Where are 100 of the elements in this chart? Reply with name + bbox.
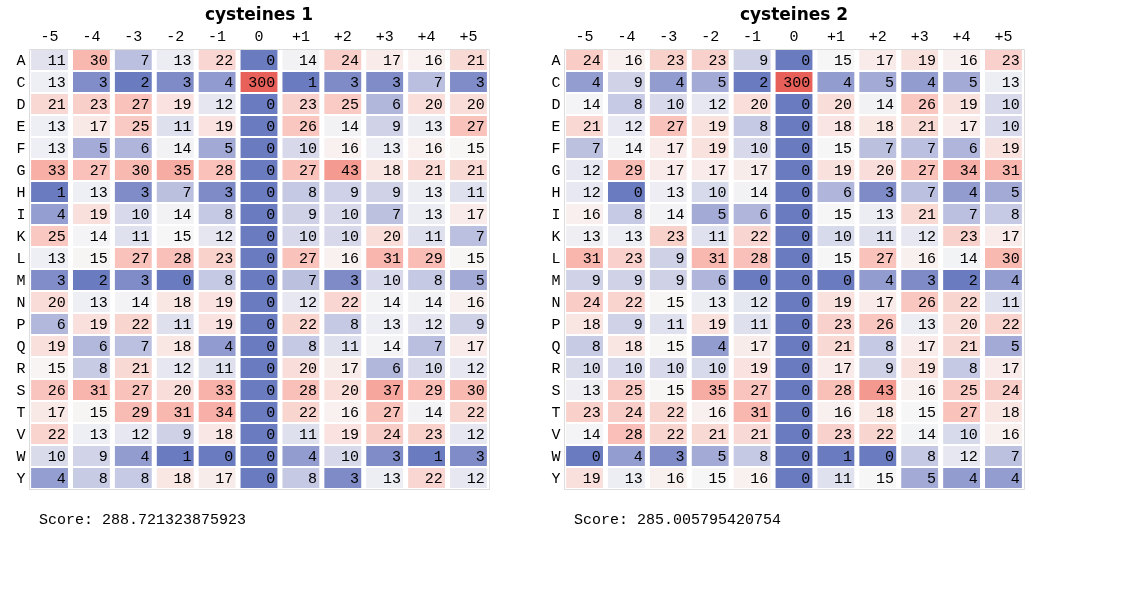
- data-label: 11: [173, 317, 192, 334]
- data-label: 3: [885, 185, 895, 202]
- data-label: 4: [1010, 273, 1020, 290]
- data-label: 26: [917, 295, 936, 312]
- data-label: 23: [1001, 53, 1020, 70]
- x-tick-label: -5: [575, 28, 594, 46]
- data-label: 5: [475, 273, 485, 290]
- data-label: 16: [341, 405, 360, 422]
- data-label: 10: [299, 229, 318, 246]
- data-label: 7: [591, 141, 601, 158]
- data-label: 13: [582, 229, 601, 246]
- data-label: 0: [801, 383, 811, 400]
- data-label: 4: [224, 339, 234, 356]
- y-tick-label: S: [16, 383, 26, 400]
- data-label: 22: [131, 317, 150, 334]
- data-label: 9: [675, 273, 685, 290]
- data-label: 17: [917, 339, 936, 356]
- y-tick-label: Q: [551, 339, 561, 356]
- data-label: 13: [424, 119, 443, 136]
- data-label: 4: [1010, 471, 1020, 488]
- data-label: 10: [834, 229, 853, 246]
- data-label: 0: [801, 449, 811, 466]
- data-label: 16: [708, 405, 727, 422]
- data-label: 0: [801, 119, 811, 136]
- data-label: 13: [1001, 75, 1020, 92]
- y-tick-label: G: [551, 163, 561, 180]
- data-label: 4: [968, 471, 978, 488]
- data-label: 14: [131, 295, 150, 312]
- data-label: 13: [917, 317, 936, 334]
- data-label: 10: [1001, 119, 1020, 136]
- data-label: 23: [215, 251, 234, 268]
- data-label: 0: [801, 185, 811, 202]
- data-label: 8: [308, 185, 318, 202]
- y-tick-label: E: [551, 119, 561, 136]
- data-label: 15: [466, 251, 485, 268]
- data-label: 6: [98, 339, 108, 356]
- data-label: 10: [131, 207, 150, 224]
- data-label: 12: [466, 361, 485, 378]
- data-label: 27: [959, 405, 978, 422]
- data-label: 12: [582, 163, 601, 180]
- data-label: 14: [173, 141, 192, 158]
- data-label: 19: [89, 207, 108, 224]
- data-label: 11: [424, 229, 443, 246]
- x-tick-label: -2: [166, 28, 185, 46]
- data-label: 4: [308, 449, 318, 466]
- data-label: 10: [341, 449, 360, 466]
- data-label: 17: [466, 339, 485, 356]
- data-label: 11: [750, 317, 769, 334]
- data-label: 24: [341, 53, 360, 70]
- data-label: 16: [750, 471, 769, 488]
- data-label: 17: [708, 163, 727, 180]
- data-label: 18: [173, 471, 192, 488]
- data-label: 23: [666, 53, 685, 70]
- data-label: 19: [582, 471, 601, 488]
- data-label: 0: [801, 251, 811, 268]
- data-label: 15: [917, 405, 936, 422]
- data-label: 1: [182, 449, 192, 466]
- data-label: 21: [582, 119, 601, 136]
- data-label: 13: [876, 207, 895, 224]
- data-label: 9: [391, 119, 401, 136]
- data-label: 16: [466, 295, 485, 312]
- data-label: 29: [131, 405, 150, 422]
- data-label: 21: [917, 207, 936, 224]
- data-label: 1: [308, 75, 318, 92]
- data-label: 14: [424, 405, 443, 422]
- y-tick-label: I: [551, 207, 561, 224]
- data-label: 19: [959, 97, 978, 114]
- data-label: 12: [299, 295, 318, 312]
- data-label: 22: [341, 295, 360, 312]
- data-label: 13: [382, 471, 401, 488]
- data-label: 10: [341, 207, 360, 224]
- y-tick-label: P: [16, 317, 26, 334]
- y-tick-label: M: [16, 273, 26, 290]
- data-label: 4: [633, 449, 643, 466]
- data-label: 20: [466, 97, 485, 114]
- y-tick-label: T: [551, 405, 561, 422]
- data-label: 15: [834, 207, 853, 224]
- data-label: 19: [215, 295, 234, 312]
- data-label: 8: [224, 207, 234, 224]
- data-label: 13: [89, 427, 108, 444]
- data-label: 14: [959, 251, 978, 268]
- y-tick-label: R: [16, 361, 26, 378]
- data-label: 11: [666, 317, 685, 334]
- data-label: 9: [675, 251, 685, 268]
- data-label: 21: [424, 163, 443, 180]
- data-label: 17: [959, 119, 978, 136]
- data-label: 17: [1001, 361, 1020, 378]
- data-label: 19: [834, 295, 853, 312]
- data-label: 10: [666, 97, 685, 114]
- data-label: 25: [131, 119, 150, 136]
- data-label: 15: [173, 229, 192, 246]
- data-label: 18: [582, 317, 601, 334]
- data-label: 12: [917, 229, 936, 246]
- data-label: 27: [299, 251, 318, 268]
- data-label: 23: [624, 251, 643, 268]
- data-label: 0: [266, 427, 276, 444]
- data-label: 0: [182, 273, 192, 290]
- data-label: 0: [266, 317, 276, 334]
- data-label: 30: [89, 53, 108, 70]
- data-label: 22: [624, 295, 643, 312]
